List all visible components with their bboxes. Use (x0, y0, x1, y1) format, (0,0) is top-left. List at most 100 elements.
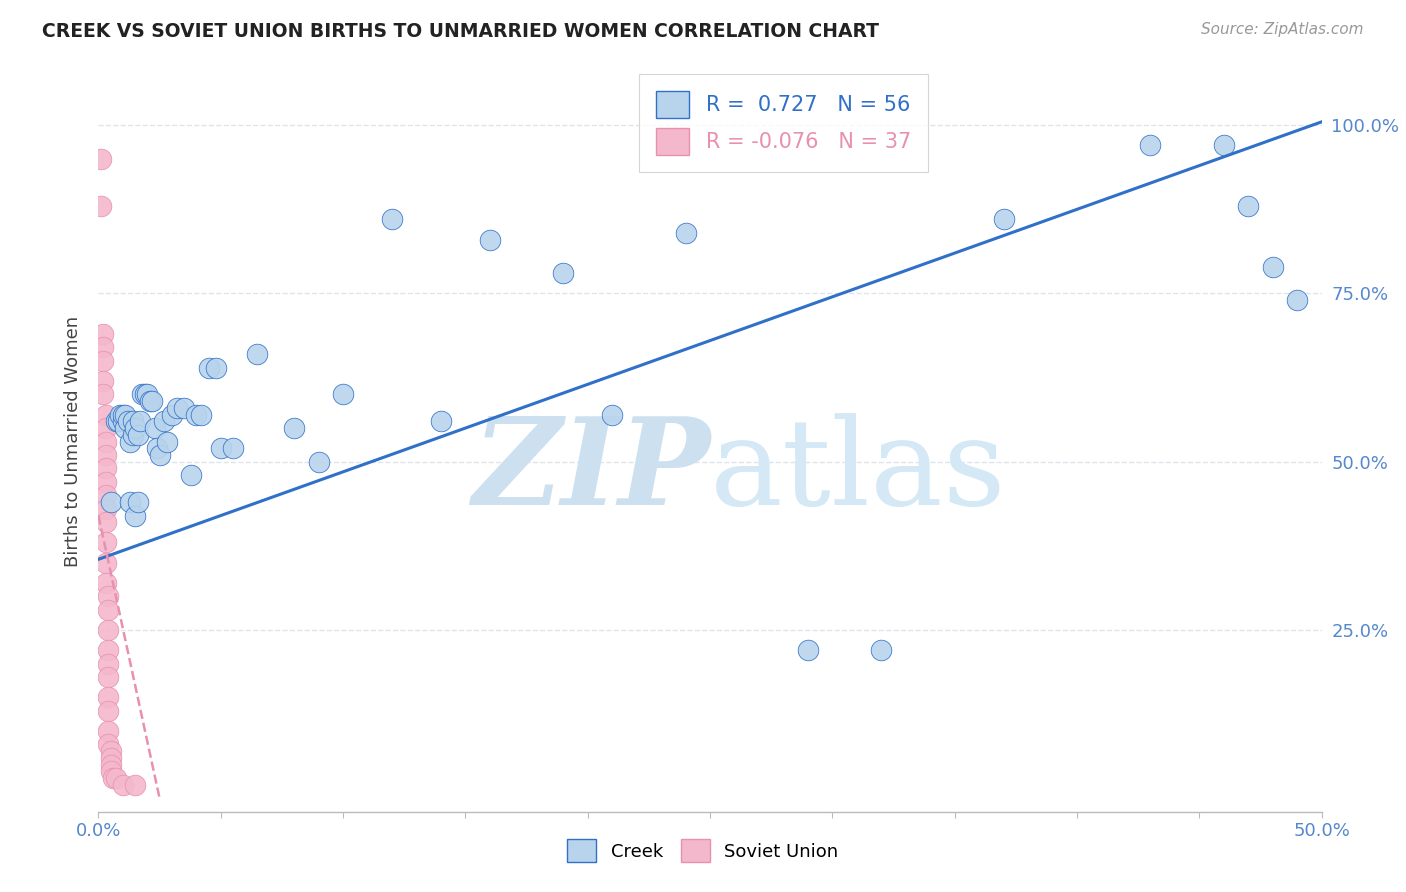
Point (94, 461, 117, 475)
Point (332, 387, 354, 401)
Point (121, 427, 143, 442)
Point (97, 643, 120, 657)
Point (104, 771, 127, 785)
Point (97, 623, 120, 637)
Point (91, 353, 114, 368)
Point (101, 771, 124, 785)
Point (209, 442, 232, 456)
Point (91, 374, 114, 388)
Point (120, 495, 142, 509)
Point (117, 414, 139, 428)
Point (91, 340, 114, 354)
Point (993, 212, 1015, 227)
Point (124, 508, 146, 523)
Point (94, 501, 117, 516)
Point (127, 495, 149, 509)
Point (97, 603, 120, 617)
Text: CREEK VS SOVIET UNION BIRTHS TO UNMARRIED WOMEN CORRELATION CHART: CREEK VS SOVIET UNION BIRTHS TO UNMARRIE… (42, 22, 879, 41)
Point (91, 326, 114, 341)
Point (114, 408, 136, 422)
Point (104, 414, 127, 428)
Point (90, 199, 112, 213)
Point (222, 442, 245, 456)
Point (136, 387, 159, 401)
Point (143, 421, 166, 435)
Y-axis label: Births to Unmarried Women: Births to Unmarried Women (63, 316, 82, 567)
Point (94, 421, 117, 435)
Point (156, 434, 179, 449)
Point (797, 643, 820, 657)
Point (90, 152, 112, 166)
Point (100, 757, 122, 772)
Point (134, 387, 156, 401)
Point (124, 421, 146, 435)
Point (97, 704, 120, 718)
Point (675, 226, 697, 240)
Point (94, 448, 117, 462)
Point (97, 657, 120, 671)
Point (94, 535, 117, 549)
Point (166, 401, 188, 415)
Point (94, 516, 117, 530)
Point (283, 421, 305, 435)
Point (205, 360, 228, 375)
Point (160, 408, 183, 422)
Point (149, 448, 172, 462)
Point (139, 394, 162, 409)
Point (186, 408, 208, 422)
Point (1139, 138, 1161, 153)
Point (100, 751, 122, 765)
Point (600, 408, 623, 422)
Point (153, 414, 176, 428)
Point (190, 408, 212, 422)
Point (94, 488, 117, 502)
Point (97, 738, 120, 752)
Point (114, 421, 136, 435)
Point (246, 347, 269, 361)
Point (127, 427, 149, 442)
Point (91, 387, 114, 401)
Point (94, 575, 117, 590)
Point (111, 778, 134, 792)
Point (553, 266, 575, 280)
Point (94, 556, 117, 570)
Point (111, 414, 134, 428)
Point (1237, 199, 1260, 213)
Point (1286, 293, 1309, 308)
Point (197, 360, 219, 375)
Point (111, 408, 134, 422)
Point (180, 468, 202, 483)
Point (121, 414, 143, 428)
Point (478, 233, 501, 247)
Point (120, 434, 142, 449)
Point (146, 442, 169, 456)
Legend: Creek, Soviet Union: Creek, Soviet Union (560, 832, 846, 870)
Point (107, 414, 129, 428)
Text: atlas: atlas (710, 413, 1007, 530)
Point (97, 723, 120, 738)
Point (100, 764, 122, 779)
Point (129, 414, 152, 428)
Text: ZIP: ZIP (472, 412, 710, 531)
Point (100, 744, 122, 758)
Point (124, 778, 146, 792)
Point (173, 401, 195, 415)
Text: Source: ZipAtlas.com: Source: ZipAtlas.com (1201, 22, 1364, 37)
Point (308, 455, 330, 469)
Point (870, 643, 893, 657)
Point (110, 408, 132, 422)
Point (430, 414, 453, 428)
Point (1261, 260, 1284, 274)
Point (94, 408, 117, 422)
Legend: R =  0.727   N = 56, R = -0.076   N = 37: R = 0.727 N = 56, R = -0.076 N = 37 (640, 74, 928, 171)
Point (141, 394, 163, 409)
Point (100, 495, 122, 509)
Point (381, 212, 404, 227)
Point (97, 590, 120, 604)
Point (94, 434, 117, 449)
Point (97, 690, 120, 705)
Point (94, 475, 117, 489)
Point (97, 670, 120, 684)
Point (1212, 138, 1234, 153)
Point (131, 387, 153, 401)
